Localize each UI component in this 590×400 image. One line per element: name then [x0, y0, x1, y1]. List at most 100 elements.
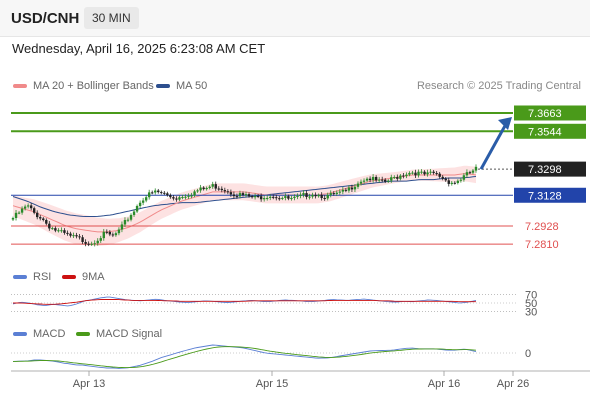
candle-body [211, 184, 214, 187]
candles [11, 164, 478, 247]
candle-body [441, 176, 444, 179]
x-tick-label: Apr 13 [73, 378, 105, 390]
last-price-label-box [514, 161, 586, 177]
candle-body [459, 179, 463, 181]
header-bar: USD/CNH 30 MIN [0, 0, 590, 37]
candle-body [444, 178, 447, 181]
pivot-label: 7.3128 [528, 190, 562, 202]
candle-body [14, 212, 18, 219]
candle-body [202, 187, 205, 190]
candle-body [320, 194, 323, 199]
candle-body [302, 193, 305, 195]
candle-body [241, 193, 245, 195]
candle-body [238, 193, 242, 197]
candle-body [380, 179, 384, 181]
moving-averages [12, 173, 477, 233]
candle-body [144, 197, 148, 201]
candle-body [108, 231, 112, 235]
candle-body [220, 188, 224, 191]
candle-body [63, 230, 66, 233]
candle-body [172, 197, 175, 199]
candle-body [384, 179, 387, 182]
candle-body [69, 233, 72, 236]
rsi-level-label: 70 [525, 289, 537, 301]
candle-body [105, 231, 109, 233]
candle-body [99, 238, 102, 241]
candle-body [287, 196, 290, 199]
candle-body [114, 233, 118, 236]
x-tick-label: Apr 26 [497, 378, 529, 390]
candle-body [259, 196, 263, 200]
legend-macd-signal-label: MACD Signal [96, 328, 163, 340]
candle-body [305, 193, 308, 197]
candle-body [36, 212, 39, 218]
candle-body [60, 230, 63, 232]
candle-body [299, 194, 302, 196]
candle-body [393, 177, 396, 179]
candle-body [332, 193, 335, 195]
candle-body [141, 200, 145, 203]
candle-body [244, 194, 248, 196]
candle-body [432, 171, 435, 174]
x-axis: Apr 13 Apr 15 Apr 16 Apr 26 [11, 370, 590, 390]
candle-body [468, 172, 472, 174]
legend-ma50: MA 50 [156, 80, 207, 92]
candle-body [181, 197, 184, 199]
candle-body [42, 218, 45, 221]
candle-body [93, 243, 96, 245]
candle-body [265, 197, 269, 199]
support-label: 7.2810 [525, 239, 559, 251]
forecast-arrow-head [498, 116, 512, 130]
rsi-ma-swatch [62, 275, 76, 279]
rsi-level-label: 50 [525, 298, 537, 310]
symbol-title: USD/CNH [11, 10, 80, 27]
candle-body [275, 197, 278, 199]
candle-body [405, 174, 408, 177]
candle-body [160, 192, 163, 194]
candle-body [387, 180, 390, 182]
rsi-level-label: 30 [525, 307, 537, 319]
candle-body [39, 217, 42, 219]
candle-body [54, 228, 57, 231]
candle-body [229, 192, 233, 195]
candle-body [347, 187, 351, 191]
candle-body [147, 192, 151, 198]
candle-body [474, 166, 478, 171]
candle-body [193, 191, 196, 196]
ma20-line [12, 173, 477, 233]
candle-body [356, 183, 360, 187]
candle-body [399, 175, 402, 179]
candle-body [45, 220, 48, 224]
candle-body [335, 192, 338, 194]
candle-body [326, 194, 329, 199]
candle-body [317, 194, 320, 197]
candle-body [81, 237, 84, 242]
candle-body [184, 196, 187, 198]
candle-body [23, 206, 27, 209]
macd-zero-label: 0 [525, 348, 531, 360]
candle-body [365, 178, 369, 181]
candle-body [411, 172, 414, 174]
candle-body [456, 180, 460, 183]
candle-body [196, 190, 199, 192]
last-price-label: 7.3298 [528, 164, 562, 176]
candle-body [308, 196, 311, 198]
credit-text: Research © 2025 Trading Central [416, 80, 581, 92]
timeframe-button[interactable]: 30 MIN [84, 7, 139, 29]
macd-signal-swatch [76, 332, 90, 336]
candle-body [151, 192, 154, 194]
candle-body [199, 187, 202, 191]
candle-body [32, 208, 36, 213]
resistance-label-box [514, 105, 586, 121]
candle-body [290, 197, 293, 199]
candle-body [126, 219, 130, 221]
x-tick-label: Apr 15 [256, 378, 288, 390]
candle-body [323, 198, 326, 200]
macd-swatch [13, 332, 27, 336]
candle-body [163, 192, 166, 194]
level-labels: 7.3663 7.3544 7.3298 7.3128 7.2928 7.2810 [514, 105, 586, 251]
candle-body [96, 240, 99, 244]
candle-body [253, 195, 257, 198]
candle-body [205, 187, 208, 190]
